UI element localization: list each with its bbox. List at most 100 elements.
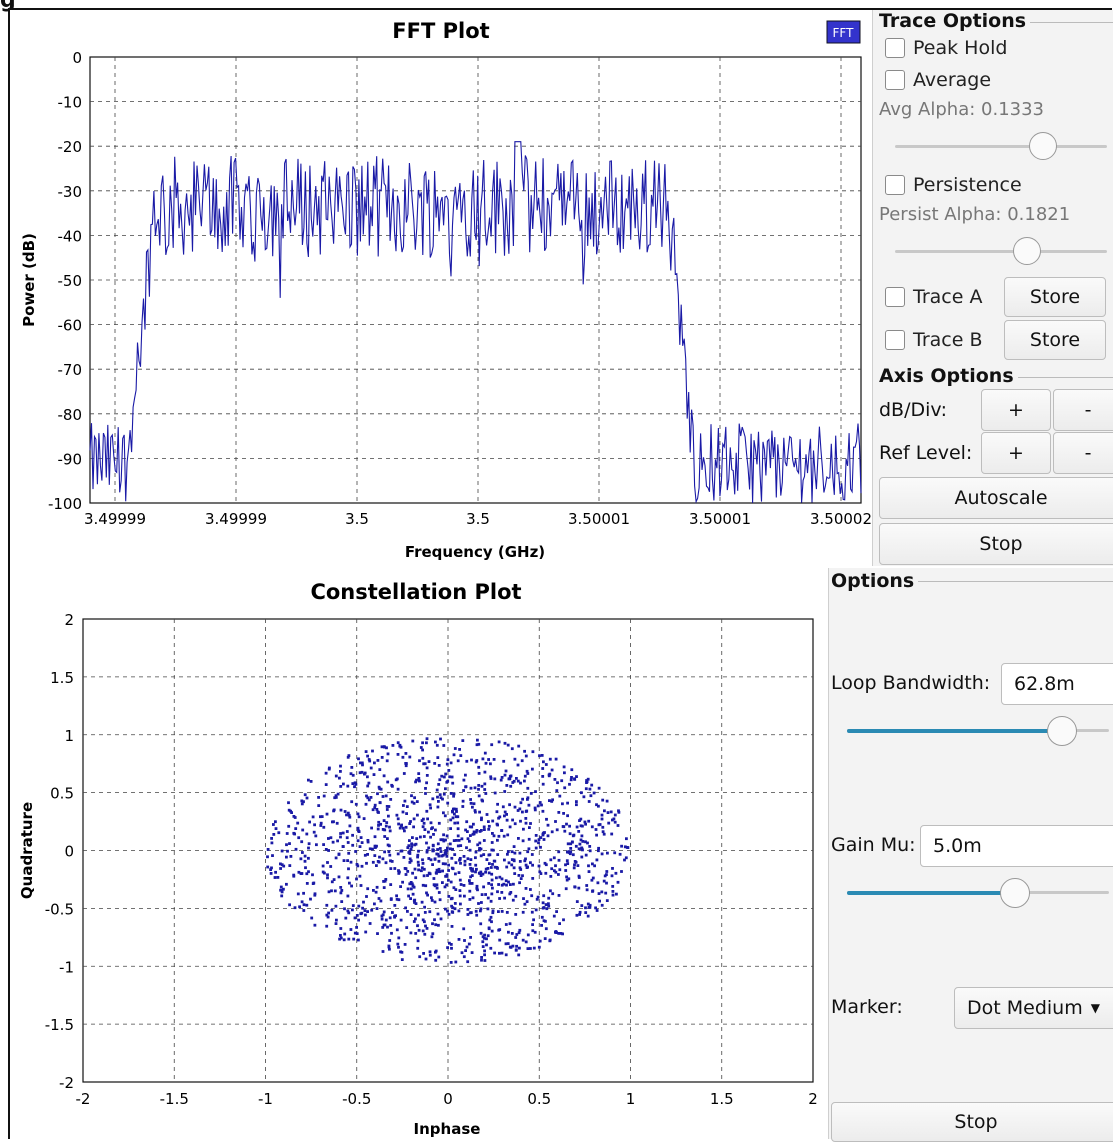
constellation-point <box>513 805 517 809</box>
constellation-point <box>489 899 493 903</box>
persist-alpha-slider-handle[interactable] <box>1013 237 1041 265</box>
constellation-point <box>362 817 366 820</box>
constellation-point <box>505 818 509 822</box>
constellation-point <box>409 931 413 935</box>
fft-chart[interactable]: FFT Plot FFT 0 -10 -20 -30 -40 -50 -60 -70 -80 -90 -… <box>10 10 872 566</box>
constellation-point <box>285 843 288 847</box>
constellation-point <box>384 861 388 865</box>
gain-mu-slider-handle[interactable] <box>999 878 1030 908</box>
constellation-point <box>470 758 473 762</box>
constellation-point <box>505 813 508 816</box>
constellation-point <box>428 910 432 914</box>
constellation-point <box>300 802 304 806</box>
constellation-point <box>280 890 284 894</box>
constellation-point <box>382 819 386 822</box>
constellation-point <box>474 856 477 860</box>
constellation-point <box>571 840 574 844</box>
constellation-point <box>427 857 431 860</box>
constellation-point <box>446 946 449 949</box>
constellation-point <box>512 845 516 848</box>
constellation-point <box>424 787 427 790</box>
constellation-point <box>377 897 381 900</box>
constellation-point <box>611 885 615 888</box>
store-trace-a-button[interactable]: Store <box>1004 277 1106 317</box>
constellation-point <box>482 885 485 889</box>
constellation-point <box>420 819 424 822</box>
constellation-point <box>598 823 602 826</box>
constellation-point <box>375 844 378 848</box>
store-trace-b-button[interactable]: Store <box>1004 320 1106 360</box>
constellation-point <box>397 898 401 902</box>
constellation-point <box>565 878 569 882</box>
avg-alpha-slider-handle[interactable] <box>1029 132 1057 160</box>
constellation-point <box>542 831 545 835</box>
constellation-point <box>421 756 425 760</box>
constellation-point <box>428 950 432 954</box>
checkbox-box[interactable] <box>885 330 905 350</box>
constellation-point <box>469 798 472 801</box>
trace-a-checkbox[interactable]: Trace A <box>885 286 982 308</box>
constellation-point <box>478 848 481 852</box>
constellation-point <box>333 889 337 893</box>
constellation-point <box>296 821 300 825</box>
constellation-point <box>449 880 453 884</box>
constellation-point <box>522 897 525 900</box>
peak-hold-checkbox[interactable]: Peak Hold <box>885 37 1007 59</box>
constellation-point <box>409 913 413 916</box>
constellation-point <box>312 881 316 885</box>
constellation-point <box>376 810 380 814</box>
constellation-point <box>483 788 487 791</box>
constellation-point <box>489 946 493 950</box>
checkbox-box[interactable] <box>885 287 905 307</box>
gain-mu-input[interactable]: 5.0m <box>920 825 1113 867</box>
constellation-point <box>606 811 610 814</box>
constellation-point <box>422 874 426 878</box>
constellation-point <box>453 821 457 825</box>
constellation-point <box>396 817 400 821</box>
constellation-point <box>377 820 381 824</box>
constellation-point <box>473 809 477 812</box>
constellation-point <box>431 849 435 853</box>
constellation-point <box>533 808 537 812</box>
constellation-point <box>473 786 477 790</box>
loop-bandwidth-slider-handle[interactable] <box>1046 716 1077 746</box>
constellation-point <box>438 778 442 782</box>
constellation-y-tick-label: -0.5 <box>45 900 74 918</box>
constellation-stop-button[interactable]: Stop <box>831 1102 1113 1142</box>
db-div-plus-button[interactable]: + <box>981 389 1051 431</box>
marker-select[interactable]: Dot Medium ▼ <box>954 987 1113 1029</box>
constellation-point <box>451 867 455 871</box>
checkbox-box[interactable] <box>885 175 905 195</box>
constellation-point <box>521 810 524 814</box>
ref-level-plus-button[interactable]: + <box>981 432 1051 474</box>
constellation-point <box>451 781 455 785</box>
constellation-point <box>474 870 477 874</box>
average-checkbox[interactable]: Average <box>885 69 991 91</box>
autoscale-button[interactable]: Autoscale <box>879 477 1113 519</box>
db-div-minus-button[interactable]: - <box>1053 389 1113 431</box>
constellation-point <box>294 827 298 830</box>
constellation-point <box>475 913 479 917</box>
constellation-point <box>496 838 499 842</box>
constellation-point <box>456 827 460 831</box>
constellation-point <box>453 747 457 750</box>
checkbox-box[interactable] <box>885 38 905 58</box>
persist-alpha-slider[interactable] <box>895 250 1107 253</box>
persistence-checkbox[interactable]: Persistence <box>885 174 1022 196</box>
constellation-point <box>477 742 481 746</box>
constellation-point <box>314 834 318 838</box>
fft-stop-button[interactable]: Stop <box>879 523 1113 565</box>
trace-b-checkbox[interactable]: Trace B <box>885 329 982 351</box>
constellation-point <box>412 817 416 821</box>
constellation-point <box>547 774 551 778</box>
constellation-point <box>364 802 368 806</box>
avg-alpha-slider[interactable] <box>895 145 1107 148</box>
constellation-point <box>481 799 484 803</box>
fft-x-tick-label: 3.5 <box>345 510 369 528</box>
constellation-point <box>333 796 337 800</box>
ref-level-minus-button[interactable]: - <box>1053 432 1113 474</box>
constellation-point <box>602 879 606 883</box>
constellation-chart[interactable]: Constellation Plot -2 -1.5 -1 -0.5 0 0.5 1 1.5 2 2… <box>10 568 828 1139</box>
checkbox-box[interactable] <box>885 70 905 90</box>
loop-bandwidth-input[interactable]: 62.8m <box>1001 663 1113 705</box>
